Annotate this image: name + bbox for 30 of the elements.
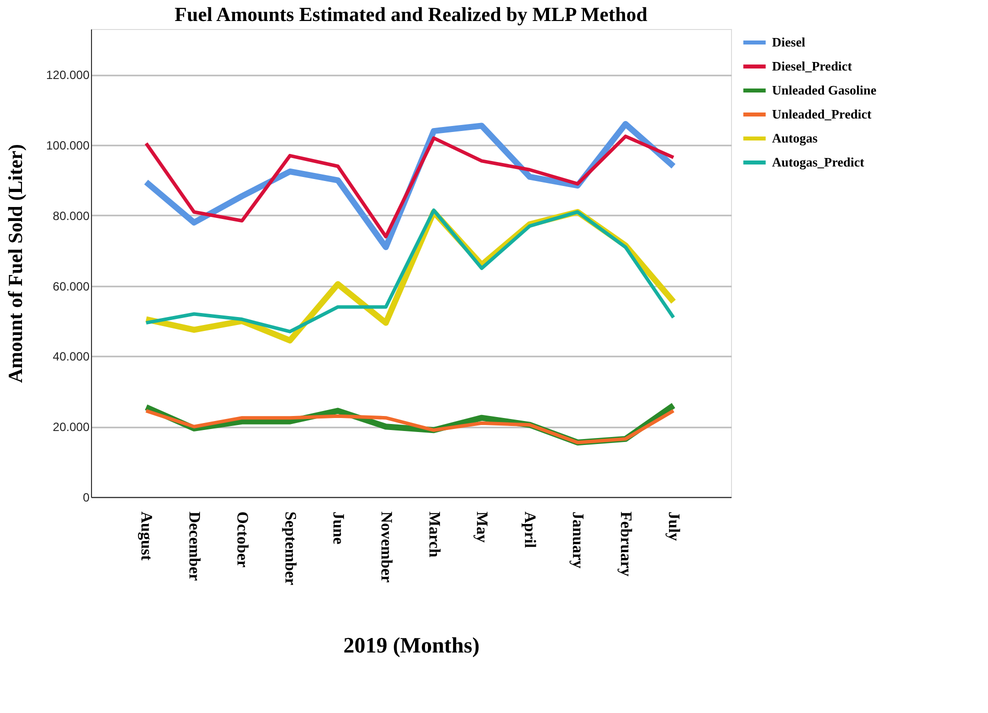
x-axis-title: 2019 (Months) — [343, 632, 480, 658]
x-tick-label: March — [425, 512, 442, 558]
x-tick-label: September — [281, 512, 298, 586]
x-tick-label: April — [521, 512, 538, 548]
y-tick-label: 0 — [82, 490, 90, 504]
legend-label: Unleaded Gasoline — [772, 82, 877, 98]
x-tick-label: June — [329, 512, 346, 544]
legend-label: Diesel_Predict — [772, 58, 853, 74]
x-tick-label: August — [138, 512, 155, 562]
x-tick-label: July — [664, 512, 682, 541]
y-tick-label: 40.000 — [52, 350, 90, 364]
legend-label: Diesel — [772, 34, 806, 50]
legend-label: Unleaded_Predict — [772, 106, 872, 122]
x-tick-label: May — [473, 512, 490, 543]
line-series — [144, 134, 676, 238]
y-tick-label: 20.000 — [52, 420, 90, 434]
chart-title: Fuel Amounts Estimated and Realized by MLP Method — [174, 4, 648, 26]
legend-label: Autogas — [772, 130, 818, 146]
y-tick-label: 80.000 — [52, 208, 90, 223]
x-tick-label: October — [234, 512, 251, 568]
x-tick-label: December — [186, 512, 203, 581]
y-tick-label: 100.000 — [46, 138, 90, 153]
x-tick-label: February — [617, 512, 634, 576]
x-tick-label: November — [377, 512, 394, 583]
legend-label: Autogas_Predict — [772, 154, 865, 170]
x-tick-label: January — [569, 512, 586, 568]
y-axis-title: Amount of Fuel Sold (Liter) — [5, 144, 28, 383]
y-tick-label: 120.000 — [46, 68, 90, 82]
line-series — [144, 409, 676, 444]
y-tick-label: 60.000 — [52, 279, 90, 294]
